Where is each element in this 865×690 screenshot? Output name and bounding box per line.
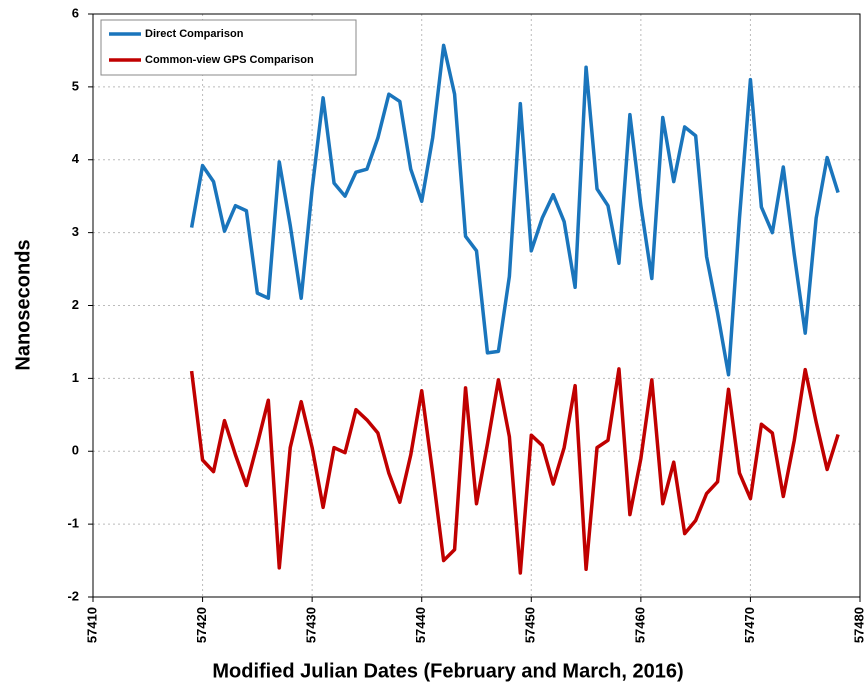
series-line (189, 367, 840, 575)
x-tick-label: 57460 (632, 607, 647, 643)
y-tick-label: -2 (67, 588, 79, 603)
y-tick-label: -1 (67, 516, 79, 531)
y-tick-label: 4 (72, 151, 80, 166)
plot-frame (92, 13, 861, 598)
x-tick-label: 57420 (194, 607, 209, 643)
y-tick-label: 5 (72, 78, 79, 93)
x-tick-label: 57450 (523, 607, 538, 643)
x-axis-label: Modified Julian Dates (February and Marc… (212, 660, 683, 682)
legend-label: Direct Comparison (145, 28, 244, 40)
y-tick-label: 1 (72, 370, 79, 385)
y-tick-label: 0 (72, 443, 79, 458)
x-tick-label: 57480 (851, 607, 865, 643)
legend-box (100, 19, 357, 76)
x-tick-label: 57470 (742, 607, 757, 643)
series-line (189, 43, 840, 377)
y-tick-label: 3 (72, 224, 79, 239)
x-tick-label: 57410 (84, 607, 99, 643)
legend-label: Common-view GPS Comparison (145, 54, 314, 66)
x-tick-label: 57440 (413, 607, 428, 643)
y-tick-label: 2 (72, 297, 79, 312)
y-tick-label: 6 (72, 5, 79, 20)
x-tick-label: 57430 (304, 607, 319, 643)
y-axis-label: Nanoseconds (12, 239, 34, 370)
